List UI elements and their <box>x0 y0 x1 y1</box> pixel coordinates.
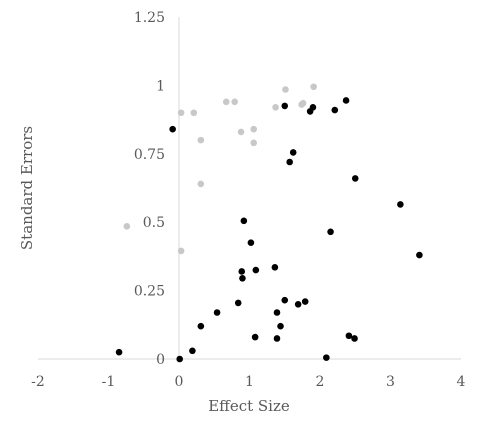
data-points <box>115 83 423 363</box>
gray-data-point <box>177 109 185 117</box>
tick-labels: -2 -1 0 1 2 3 4 0 0.25 0.5 0.75 1 1.25 <box>31 10 465 390</box>
x-tick-label: 1 <box>245 374 254 390</box>
x-tick-label: 0 <box>175 374 184 390</box>
gray-data-point <box>310 83 317 91</box>
black-data-point <box>309 103 317 111</box>
x-tick-label: 4 <box>457 374 466 390</box>
black-data-point <box>238 268 246 275</box>
gray-data-point <box>237 128 245 136</box>
black-data-point <box>289 149 297 156</box>
gray-data-point <box>123 223 131 230</box>
x-tick-label: -1 <box>102 374 116 390</box>
black-data-point <box>351 175 359 182</box>
gray-data-point <box>197 180 205 188</box>
black-data-point <box>323 354 330 361</box>
gray-data-point <box>272 103 279 111</box>
black-data-point <box>213 309 221 316</box>
black-data-point <box>277 322 284 330</box>
black-data-point <box>342 97 350 104</box>
gray-data-point <box>197 136 205 144</box>
black-data-point <box>273 309 281 316</box>
black-data-point <box>115 348 123 356</box>
gray-data-point <box>190 109 198 117</box>
black-data-point <box>301 298 309 305</box>
black-data-point <box>327 228 334 236</box>
y-tick-label: 0.25 <box>134 284 165 300</box>
axes-layer <box>38 17 461 360</box>
black-data-point <box>281 102 289 110</box>
x-tick-label: -2 <box>31 374 45 390</box>
gray-data-point <box>250 125 258 133</box>
black-data-point <box>273 335 281 342</box>
black-data-point <box>239 274 246 282</box>
black-data-point <box>416 251 423 259</box>
black-data-point <box>397 201 404 208</box>
black-data-point <box>240 217 248 225</box>
y-tick-label: 1.25 <box>134 10 165 26</box>
black-data-point <box>281 296 289 304</box>
y-axis-label: Standard Errors <box>18 126 36 250</box>
gray-data-point <box>299 99 307 107</box>
black-data-point <box>247 239 255 247</box>
gray-data-point <box>222 98 230 106</box>
black-data-point <box>294 300 302 308</box>
black-data-point <box>234 299 242 307</box>
black-data-point <box>169 125 176 133</box>
black-data-point <box>197 322 205 330</box>
gray-data-point <box>250 139 258 147</box>
black-data-point <box>271 264 279 271</box>
x-tick-label: 2 <box>316 374 325 390</box>
black-data-point <box>176 355 184 363</box>
y-tick-label: 0.5 <box>143 215 165 231</box>
black-data-point <box>189 347 196 355</box>
gray-data-point <box>282 86 289 93</box>
gray-data-point <box>231 98 238 106</box>
gray-data-point <box>177 247 185 255</box>
y-tick-label: 0 <box>156 352 165 368</box>
black-data-point <box>286 158 293 166</box>
black-data-point <box>252 266 260 274</box>
y-tick-label: 0.75 <box>134 147 165 163</box>
black-data-point <box>331 106 339 114</box>
black-data-point <box>251 333 259 341</box>
x-tick-label: 3 <box>386 374 395 390</box>
y-tick-label: 1 <box>156 78 165 94</box>
black-data-point <box>351 335 358 342</box>
black-data-point <box>345 332 353 340</box>
x-axis-label: Effect Size <box>208 397 290 415</box>
